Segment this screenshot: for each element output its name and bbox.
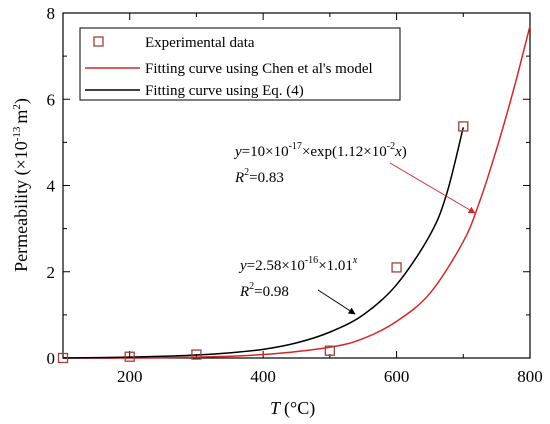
data-point-500 bbox=[324, 345, 336, 356]
equation-2-arrow bbox=[317, 289, 356, 315]
data-point-700 bbox=[458, 121, 469, 132]
series-line-1 bbox=[62, 25, 531, 359]
x-tick-label-800: 800 bbox=[517, 367, 543, 386]
x-tick-label-600: 600 bbox=[384, 367, 410, 386]
equation-1-r2: R2=0.83 bbox=[234, 167, 284, 186]
data-point-600 bbox=[391, 262, 402, 273]
axis-ticks: 200 400 600 800 0 2 4 6 8 bbox=[47, 4, 543, 386]
equation-1-text: y=10×10-17×exp(1.12×10-2x) bbox=[233, 141, 407, 160]
data-point-300 bbox=[191, 349, 202, 360]
legend-label-eq4: Fitting curve using Eq. (4) bbox=[145, 83, 304, 99]
x-tick-label-400: 400 bbox=[250, 367, 276, 386]
y-tick-label-8: 8 bbox=[47, 4, 56, 23]
annotation-equation-1: y=10×10-17×exp(1.12×10-2x) R2=0.83 bbox=[233, 141, 476, 214]
equation-1-arrow bbox=[389, 162, 476, 214]
legend: Experimental data Fitting curve using Ch… bbox=[79, 27, 401, 101]
y-tick-label-0: 0 bbox=[47, 349, 56, 368]
legend-marker-experimental bbox=[93, 36, 104, 47]
series-line-2 bbox=[62, 127, 465, 359]
series-layer bbox=[57, 25, 531, 364]
y-tick-label-2: 2 bbox=[47, 263, 56, 282]
data-point-200 bbox=[124, 351, 135, 362]
legend-label-chen: Fitting curve using Chen et al's model bbox=[145, 61, 373, 77]
data-point-100 bbox=[57, 352, 69, 364]
y-tick-label-4: 4 bbox=[47, 177, 56, 196]
x-tick-label-200: 200 bbox=[117, 367, 143, 386]
equation-2-text: y=2.58×10-16×1.01x bbox=[238, 255, 358, 274]
x-axis-title: T (°C) bbox=[270, 398, 315, 419]
y-axis-title: Permeability (×10-13m2) bbox=[11, 98, 32, 272]
legend-label-experimental: Experimental data bbox=[145, 35, 255, 51]
equation-2-r2: R2=0.98 bbox=[239, 281, 289, 300]
legend-box bbox=[79, 27, 401, 101]
annotation-equation-2: y=2.58×10-16×1.01x R2=0.98 bbox=[238, 255, 358, 315]
y-tick-label-6: 6 bbox=[47, 90, 56, 109]
